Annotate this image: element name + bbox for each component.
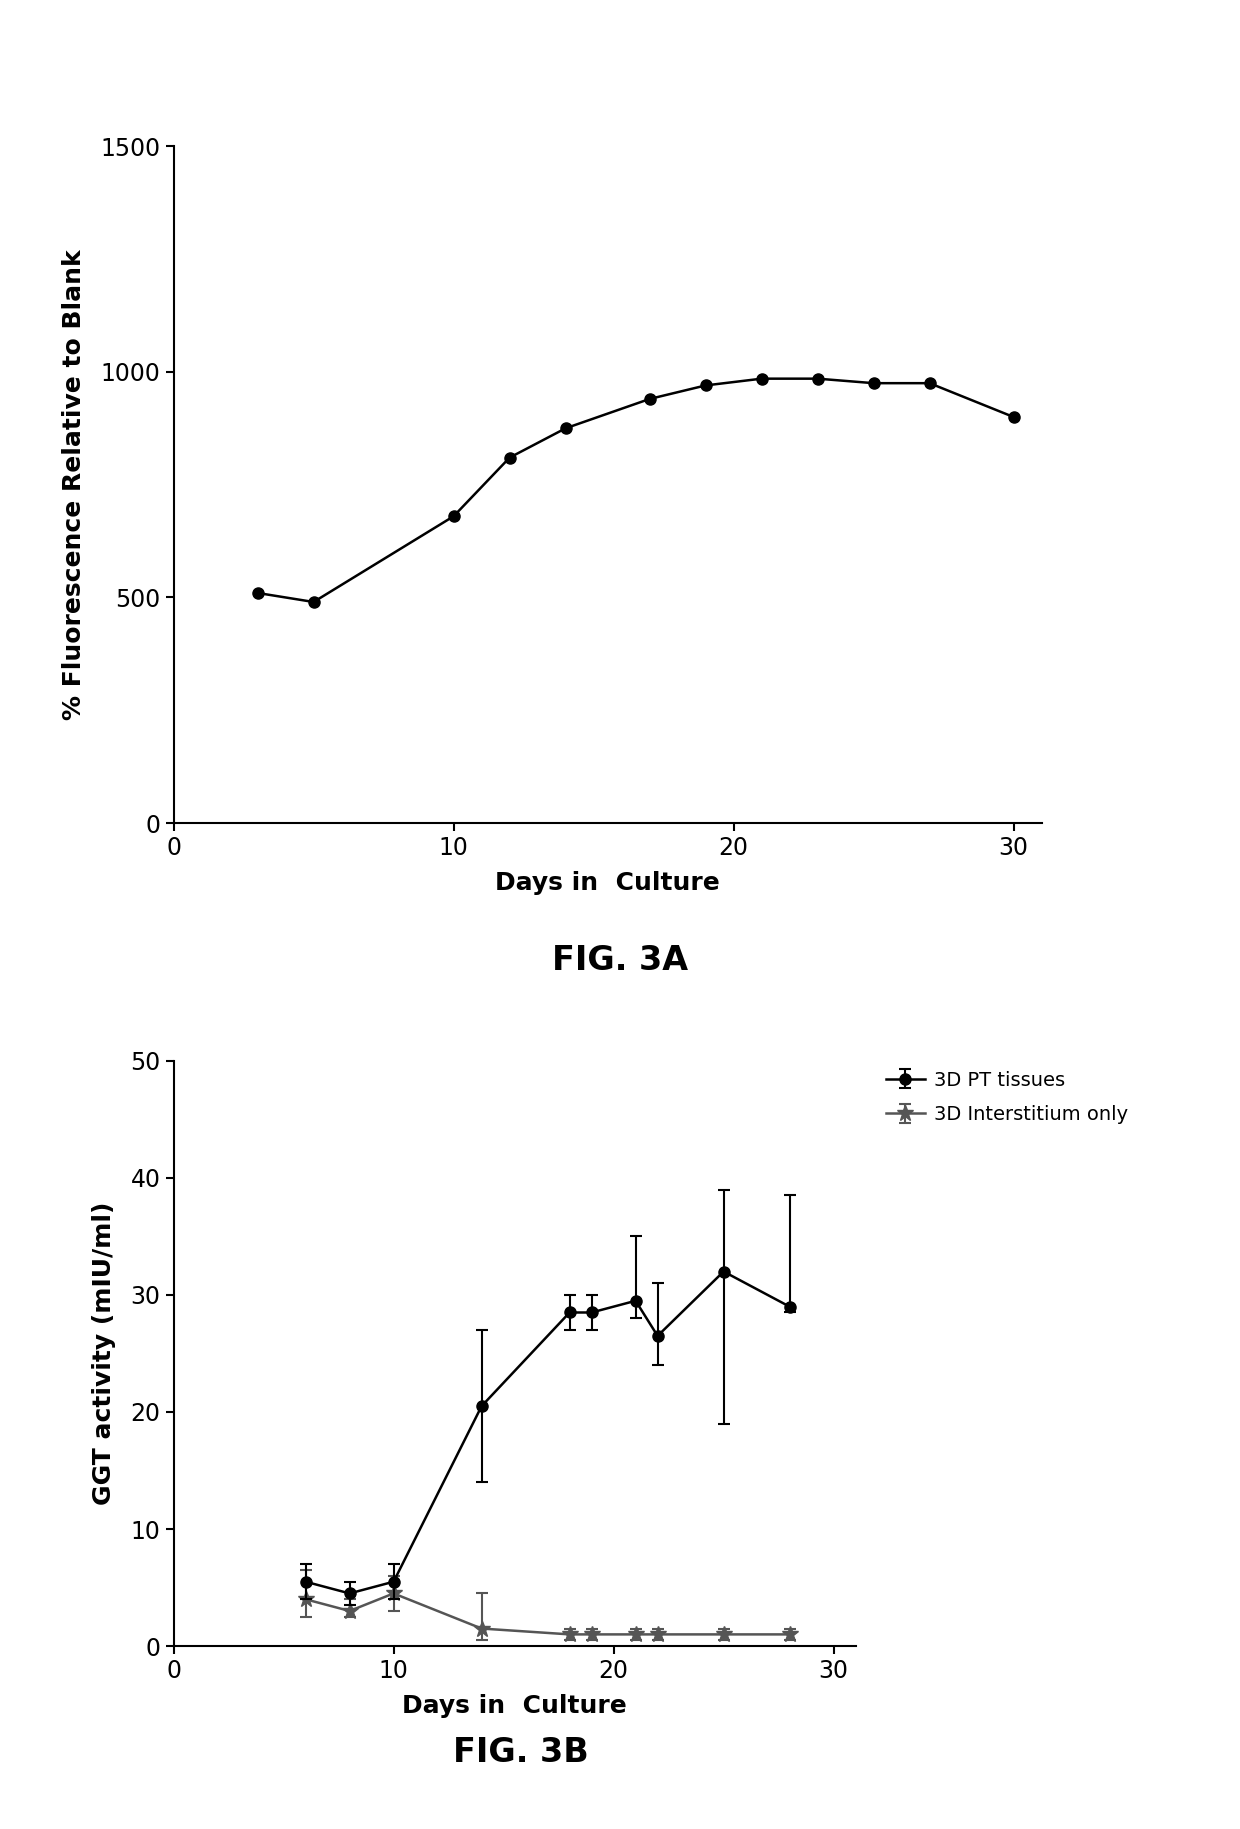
Text: FIG. 3B: FIG. 3B bbox=[453, 1736, 589, 1769]
Text: FIG. 3A: FIG. 3A bbox=[552, 944, 688, 977]
Legend: 3D PT tissues, 3D Interstitium only: 3D PT tissues, 3D Interstitium only bbox=[885, 1070, 1128, 1125]
Y-axis label: GGT activity (mIU/ml): GGT activity (mIU/ml) bbox=[92, 1202, 117, 1505]
Y-axis label: % Fluorescence Relative to Blank: % Fluorescence Relative to Blank bbox=[62, 249, 87, 721]
X-axis label: Days in  Culture: Days in Culture bbox=[402, 1694, 627, 1719]
X-axis label: Days in  Culture: Days in Culture bbox=[495, 871, 720, 896]
